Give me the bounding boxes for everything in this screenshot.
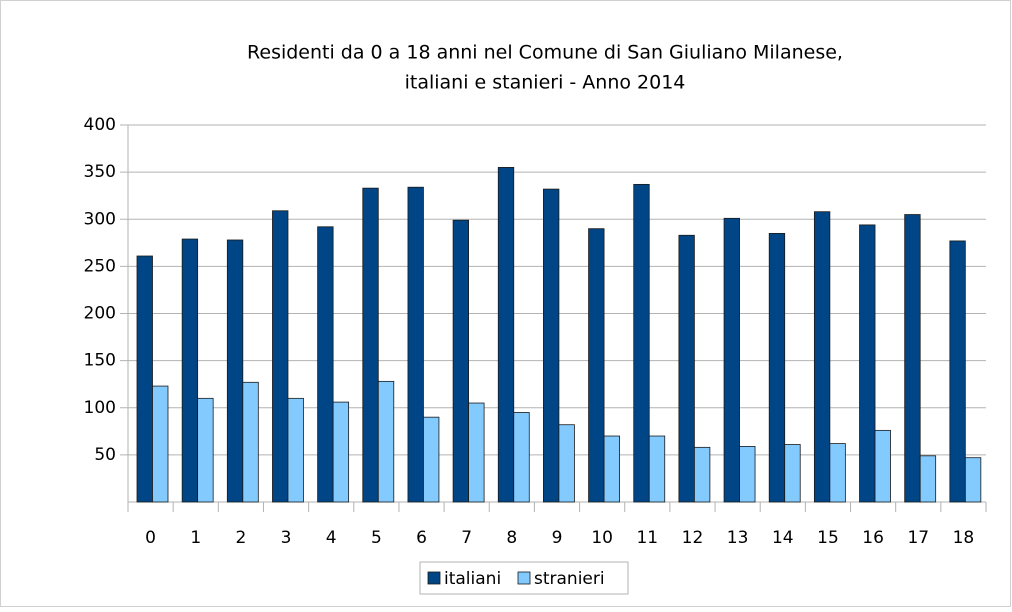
x-tick-label: 7 (461, 528, 472, 548)
bar (739, 445, 756, 503)
y-tick-label: 300 (84, 209, 116, 229)
bar (949, 240, 966, 503)
y-tick-label: 200 (84, 304, 116, 324)
bar (468, 402, 485, 503)
bar (904, 214, 921, 503)
y-tick-label: 150 (84, 351, 116, 371)
bar (317, 226, 334, 503)
chart-title: Residenti da 0 a 18 anni nel Comune di S… (247, 42, 843, 64)
x-tick-label: 1 (190, 528, 201, 548)
bar (377, 380, 395, 503)
x-tick-label: 3 (281, 528, 292, 548)
x-tick-label: 11 (636, 528, 658, 548)
bar (513, 412, 530, 503)
x-tick-label: 6 (416, 528, 427, 548)
bar (558, 424, 575, 503)
bar (693, 446, 711, 503)
bar (136, 255, 153, 503)
bar (362, 187, 379, 503)
legend-swatch (517, 571, 531, 585)
x-tick-label: 10 (591, 528, 613, 548)
legend-label: italiani (444, 569, 501, 589)
y-tick-label: 350 (84, 162, 116, 182)
x-tick-label: 4 (326, 528, 337, 548)
x-tick-label: 14 (772, 528, 794, 548)
bar (181, 238, 199, 503)
bar (648, 435, 666, 503)
bar (226, 239, 244, 503)
bar (242, 381, 259, 503)
x-tick-label: 15 (817, 528, 839, 548)
bar (197, 397, 214, 503)
bar (497, 167, 515, 503)
bar (859, 224, 876, 503)
y-tick-label: 50 (94, 445, 116, 465)
bar (813, 211, 831, 503)
bar (287, 397, 304, 503)
bar (964, 457, 982, 503)
y-tick-label: 400 (84, 115, 116, 135)
bar (784, 444, 801, 503)
x-tick-label: 9 (552, 528, 563, 548)
x-tick-label: 2 (235, 528, 246, 548)
bar (874, 429, 891, 503)
bar (588, 228, 605, 503)
bar (829, 443, 846, 503)
bar (768, 232, 786, 503)
x-tick-label: 5 (371, 528, 382, 548)
bar (407, 186, 424, 503)
y-tick-label: 100 (84, 398, 116, 418)
x-tick-label: 17 (907, 528, 929, 548)
x-tick-label: 13 (727, 528, 749, 548)
legend-swatch (427, 571, 441, 585)
x-tick-label: 0 (145, 528, 156, 548)
bar (423, 416, 440, 503)
x-tick-label: 12 (682, 528, 704, 548)
bar (272, 210, 289, 503)
bar (452, 219, 470, 503)
bar (152, 385, 169, 503)
chart-title: italiani e stanieri - Anno 2014 (405, 72, 686, 94)
bar (919, 455, 937, 503)
bar (678, 234, 695, 503)
bar (603, 435, 620, 503)
x-tick-label: 16 (862, 528, 884, 548)
x-tick-label: 18 (953, 528, 975, 548)
bar (633, 183, 650, 503)
bar (723, 217, 740, 503)
x-tick-label: 8 (506, 528, 517, 548)
bar (543, 188, 560, 503)
bar (332, 401, 350, 503)
legend-label: stranieri (534, 569, 605, 589)
y-tick-label: 250 (84, 256, 116, 276)
